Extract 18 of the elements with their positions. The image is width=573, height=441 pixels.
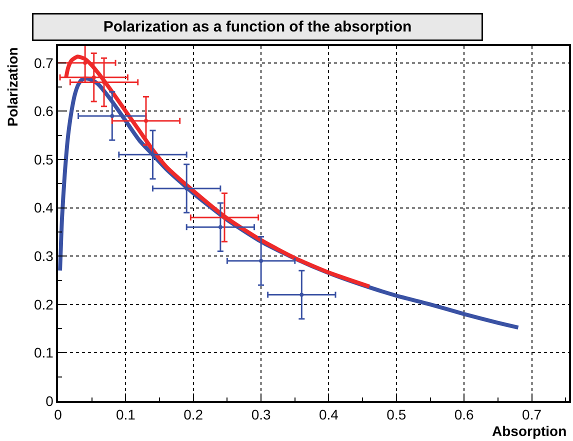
y-tick-label: 0.1 (34, 344, 54, 361)
y-tick-label: 0.4 (34, 200, 54, 216)
x-tick-label: 0.7 (522, 406, 542, 423)
chart-title: Polarization as a function of the absorption (103, 18, 412, 36)
y-tick-label: 0.2 (34, 296, 54, 312)
y-tick-label: 0.6 (34, 103, 54, 120)
x-tick-label: 0.6 (454, 406, 474, 423)
x-tick-label: 0.1 (116, 406, 136, 423)
y-tick-label: 0.5 (34, 151, 54, 168)
y-tick-label: 0.7 (34, 54, 54, 71)
x-tick-label: 0.2 (184, 406, 204, 423)
x-axis-title: Absorption (492, 423, 567, 439)
y-axis-title: Polarization (4, 47, 21, 127)
y-tick-label: 0.3 (34, 248, 54, 264)
x-tick-label: 0.5 (386, 406, 406, 423)
x-tick-label: 0.3 (251, 406, 271, 423)
y-tick-label: 0 (46, 392, 54, 409)
x-tick-label: 0.4 (318, 406, 339, 423)
